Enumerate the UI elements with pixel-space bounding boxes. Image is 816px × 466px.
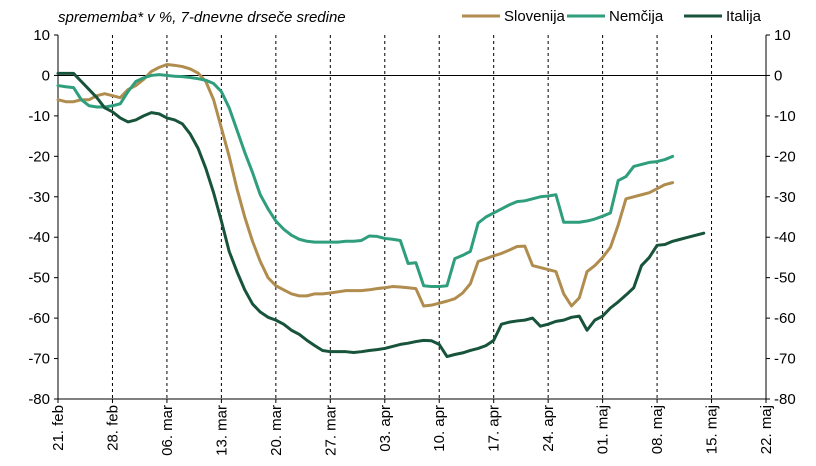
legend-item: Nemčija [567,8,664,25]
legend: Slovenija Nemčija Italija [462,8,762,25]
y-tick-label-right: -60 [774,310,796,327]
y-tick-label-right: -50 [774,270,796,287]
x-tick-label: 22. maj [758,405,775,454]
y-tick-label-left: -20 [28,148,50,165]
series-line-italija [56,71,706,359]
y-tick-label-right: -20 [774,148,796,165]
x-tick-label: 27. mar [322,405,339,456]
y-tick-label-right: -70 [774,351,796,368]
y-tick-label-right: 10 [774,27,791,44]
axes [54,34,770,403]
y-tick-label-left: 10 [33,27,50,44]
x-tick-label: 17. apr [486,405,503,452]
legend-label: Nemčija [609,8,664,25]
legend-item: Italija [684,8,762,25]
x-tick-label: 21. feb [50,405,67,451]
y-tick-label-right: -40 [774,229,796,246]
x-tick-label: 03. apr [377,405,394,452]
x-tick-labels: 21. feb 28. feb 06. mar 13. mar 20. mar 27. m… [50,405,775,456]
x-tick-label: 28. feb [104,405,121,451]
y-tick-label-left: -30 [28,189,50,206]
series-line-slovenija [56,63,675,308]
legend-item: Slovenija [462,8,566,25]
y-tick-label-left: -60 [28,310,50,327]
x-tick-label: 01. maj [595,405,612,454]
y-tick-label-left: 0 [42,67,50,84]
chart-subtitle: sprememba* v %, 7-dnevne drseče sredine [58,9,346,26]
y-tick-label-left: -10 [28,108,50,125]
x-tick-label: 24. apr [540,405,557,452]
x-tick-label: 06. mar [159,405,176,456]
x-tick-label: 20. mar [268,405,285,456]
x-tick-label: 13. mar [213,405,230,456]
y-tick-label-left: -80 [28,391,50,408]
x-tick-label: 08. maj [649,405,666,454]
y-tick-label-right: -30 [774,189,796,206]
series-line-nemčija [56,73,675,289]
y-tick-label-right: -10 [774,108,796,125]
y-tick-label-right: -80 [774,391,796,408]
y-tick-label-left: -70 [28,351,50,368]
x-tick-label: 15. maj [704,405,721,454]
legend-label: Slovenija [504,8,566,25]
y-tick-label-left: -40 [28,229,50,246]
x-tick-label: 10. apr [431,405,448,452]
y-tick-label-right: 0 [774,67,782,84]
series-lines [56,63,706,359]
y-tick-labels: 10 10 0 0 -10 -10 -20 -20 -30 -30 -40 -40 -50 -50 -60 -… [28,27,795,408]
legend-label: Italija [726,8,762,25]
y-tick-label-left: -50 [28,270,50,287]
